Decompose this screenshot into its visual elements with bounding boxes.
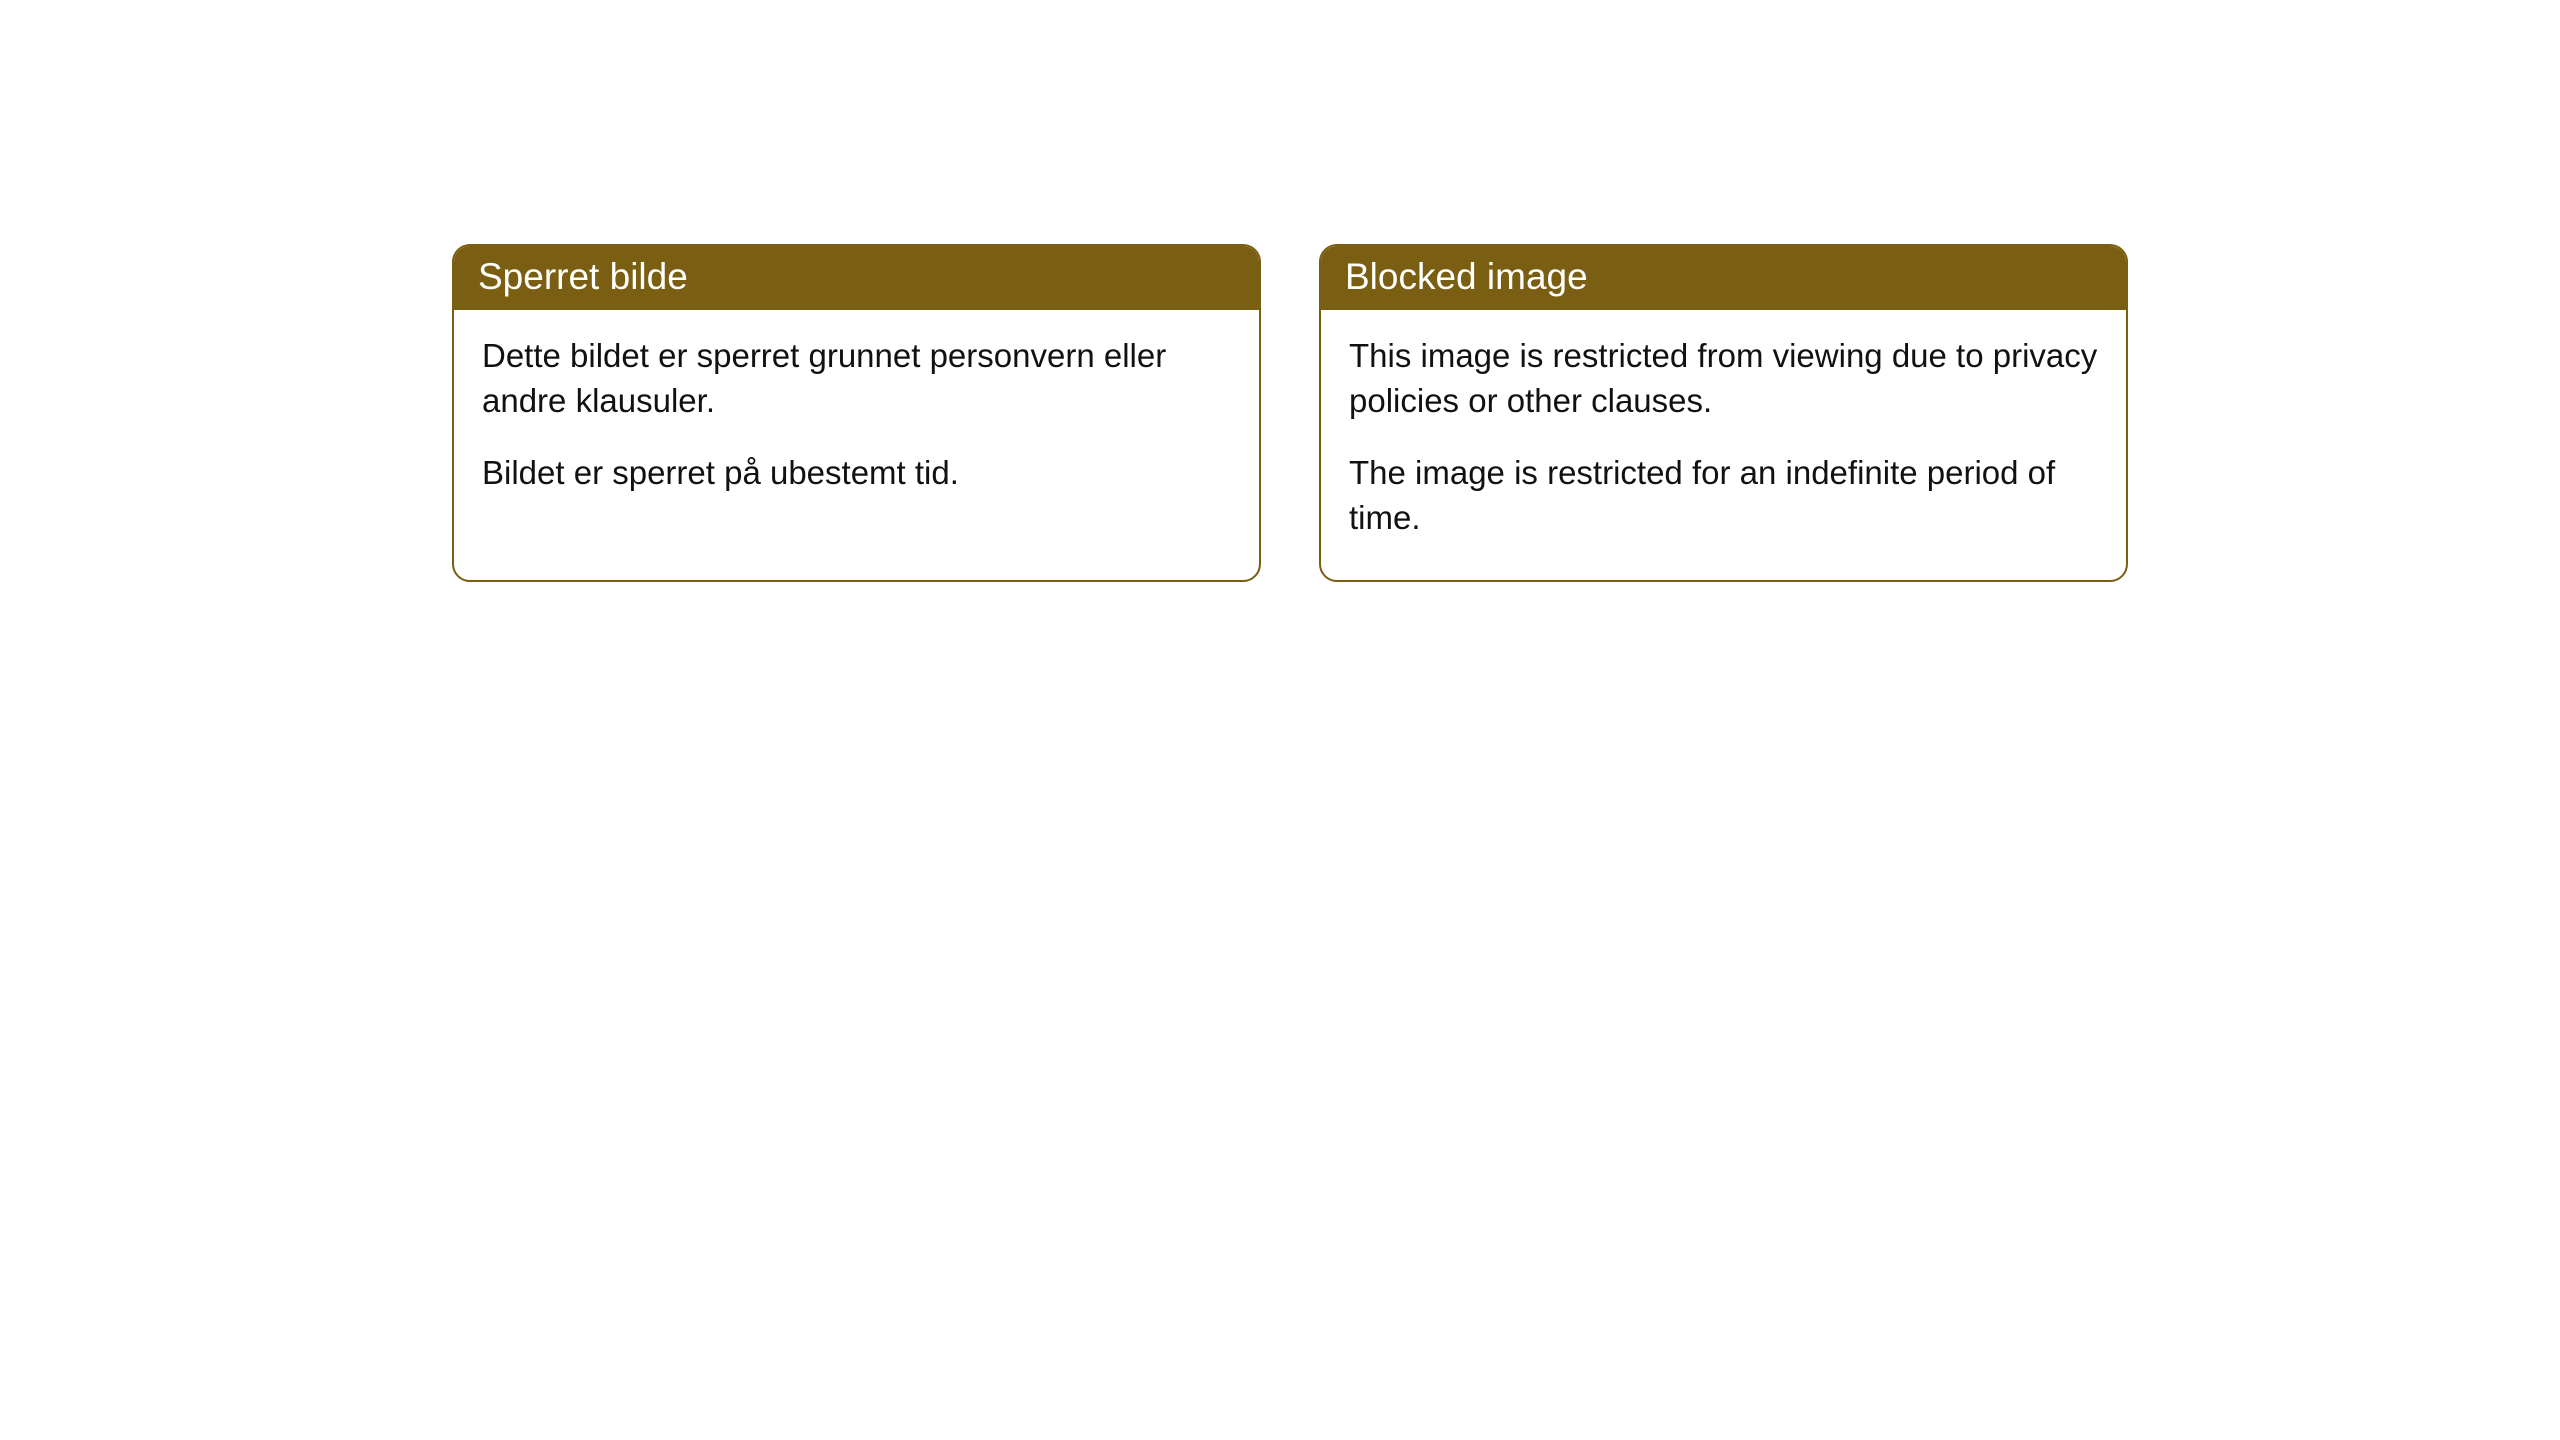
card-title: Blocked image — [1345, 256, 1588, 297]
card-header-norwegian: Sperret bilde — [454, 246, 1259, 310]
card-title: Sperret bilde — [478, 256, 688, 297]
card-body-english: This image is restricted from viewing du… — [1321, 310, 2126, 580]
notice-card-norwegian: Sperret bilde Dette bildet er sperret gr… — [452, 244, 1261, 582]
card-header-english: Blocked image — [1321, 246, 2126, 310]
notice-card-english: Blocked image This image is restricted f… — [1319, 244, 2128, 582]
card-body-norwegian: Dette bildet er sperret grunnet personve… — [454, 310, 1259, 536]
card-paragraph-1: This image is restricted from viewing du… — [1349, 334, 2098, 423]
card-paragraph-2: The image is restricted for an indefinit… — [1349, 451, 2098, 540]
notice-cards-container: Sperret bilde Dette bildet er sperret gr… — [452, 244, 2560, 582]
card-paragraph-2: Bildet er sperret på ubestemt tid. — [482, 451, 1231, 496]
card-paragraph-1: Dette bildet er sperret grunnet personve… — [482, 334, 1231, 423]
